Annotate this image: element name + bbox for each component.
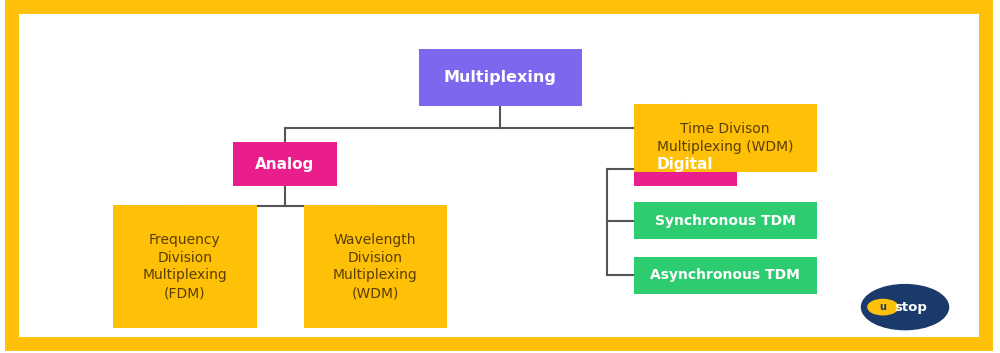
Text: Asynchronous TDM: Asynchronous TDM bbox=[650, 268, 800, 282]
FancyBboxPatch shape bbox=[233, 142, 336, 186]
FancyBboxPatch shape bbox=[113, 205, 256, 328]
FancyBboxPatch shape bbox=[418, 49, 582, 107]
Text: Analog: Analog bbox=[255, 157, 315, 172]
Text: Multiplexing: Multiplexing bbox=[444, 70, 556, 85]
Text: Time Divison
Multiplexing (WDM): Time Divison Multiplexing (WDM) bbox=[657, 122, 793, 154]
Text: Frequency
Division
Multiplexing
(FDM): Frequency Division Multiplexing (FDM) bbox=[143, 233, 227, 300]
FancyBboxPatch shape bbox=[634, 104, 816, 172]
FancyBboxPatch shape bbox=[304, 205, 446, 328]
FancyBboxPatch shape bbox=[634, 257, 816, 294]
Text: Synchronous TDM: Synchronous TDM bbox=[655, 214, 795, 228]
FancyBboxPatch shape bbox=[634, 142, 736, 186]
Text: stop: stop bbox=[894, 301, 927, 313]
Ellipse shape bbox=[868, 299, 898, 315]
Text: Digital: Digital bbox=[657, 157, 713, 172]
Ellipse shape bbox=[862, 285, 948, 330]
Text: Wavelength
Division
Multiplexing
(WDM): Wavelength Division Multiplexing (WDM) bbox=[333, 233, 417, 300]
FancyBboxPatch shape bbox=[634, 203, 816, 239]
Text: u: u bbox=[879, 302, 886, 312]
